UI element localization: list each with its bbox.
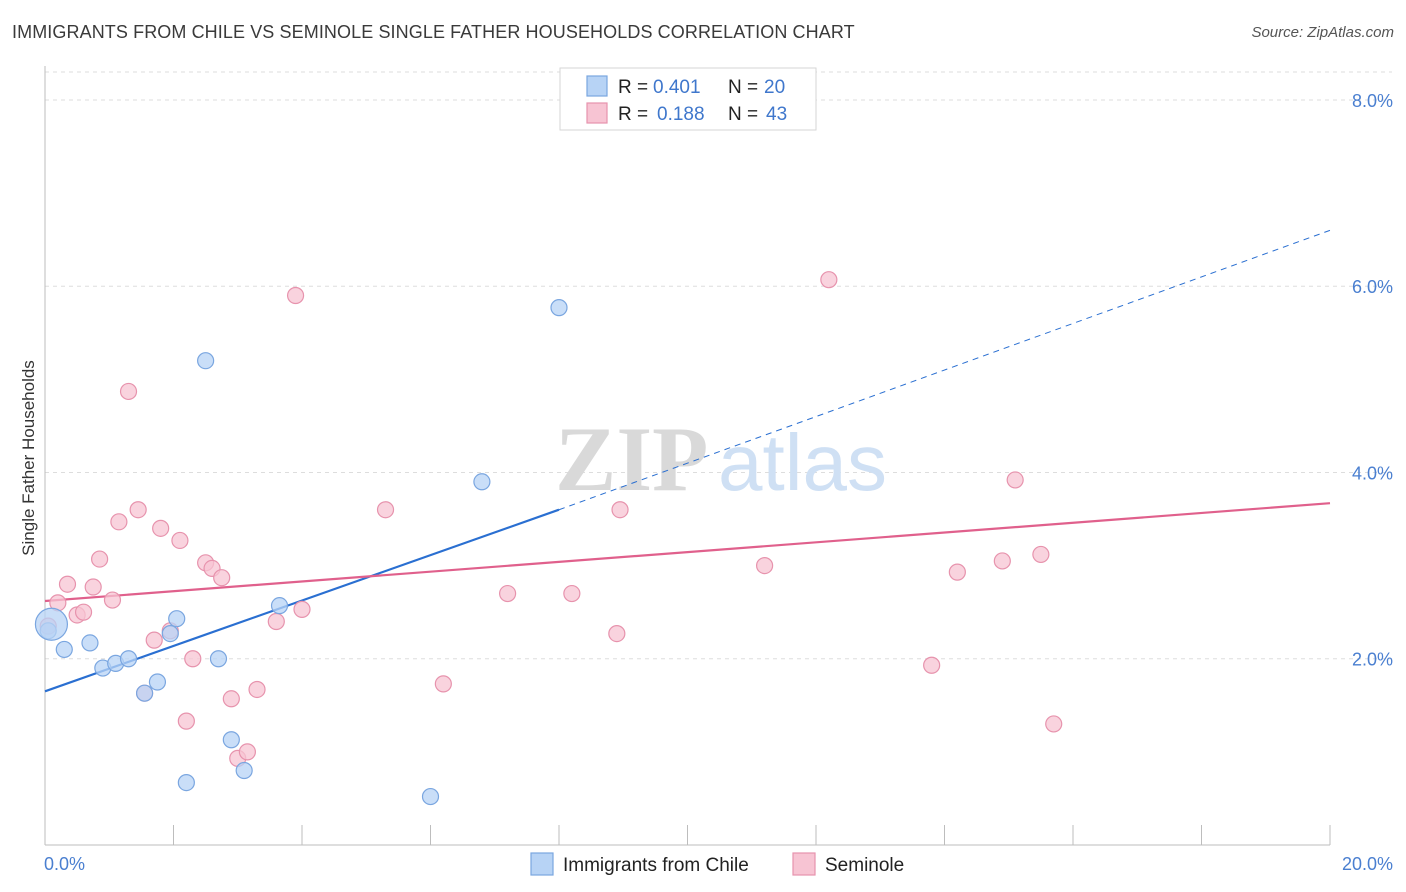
point-chile: [81, 634, 99, 652]
point-chile: [161, 624, 179, 643]
point-seminole: [74, 603, 93, 621]
y-tick-label: 8.0%: [1352, 91, 1393, 111]
point-seminole: [84, 578, 102, 596]
legend-r-label-2: R =: [618, 104, 648, 125]
point-seminole: [293, 600, 311, 618]
point-chile: [119, 650, 138, 668]
point-seminole: [222, 690, 240, 708]
bottom-legend-swatch-seminole: [792, 852, 816, 876]
point-seminole: [152, 519, 170, 537]
point-seminole: [1006, 471, 1024, 489]
point-chile: [550, 299, 568, 317]
point-seminole: [611, 501, 629, 519]
point-chile: [177, 774, 195, 792]
point-seminole: [58, 575, 77, 593]
point-seminole: [755, 557, 774, 575]
points-layer: [34, 100, 1063, 806]
point-seminole: [267, 612, 285, 631]
point-seminole: [238, 743, 256, 761]
point-seminole: [608, 624, 626, 643]
chart-title: IMMIGRANTS FROM CHILE VS SEMINOLE SINGLE…: [12, 22, 855, 42]
point-seminole: [923, 656, 941, 674]
watermark: ZIP atlas: [555, 408, 887, 510]
stats-legend: R = 0.401 N = 20 R = 0.188 N = 43: [559, 67, 817, 131]
point-seminole: [563, 584, 581, 603]
point-chile: [55, 640, 73, 659]
point-seminole: [184, 650, 202, 668]
x-tick-label: 20.0%: [1342, 854, 1393, 874]
point-seminole: [110, 513, 128, 531]
y-tick-label: 4.0%: [1352, 463, 1393, 483]
point-chile: [222, 731, 240, 749]
legend-n-label-1: N =: [728, 77, 758, 98]
point-chile: [209, 650, 228, 668]
point-seminole: [119, 382, 138, 401]
point-chile: [421, 787, 440, 806]
point-chile: [197, 352, 215, 370]
point-seminole: [145, 631, 163, 649]
point-seminole: [171, 531, 189, 550]
point-seminole: [177, 712, 195, 730]
y-tick-label: 2.0%: [1352, 650, 1393, 670]
bottom-legend: Immigrants from Chile Seminole: [530, 852, 904, 876]
trend-line-chile-projection: [558, 229, 1331, 511]
bottom-legend-label-seminole: Seminole: [825, 855, 904, 876]
legend-n-label-2: N =: [728, 104, 758, 125]
y-tick-label: 6.0%: [1352, 277, 1393, 297]
legend-swatch-seminole: [586, 102, 608, 124]
point-seminole: [948, 563, 966, 581]
point-seminole: [248, 680, 266, 699]
point-chile: [34, 607, 69, 641]
point-seminole: [1045, 715, 1063, 733]
point-chile: [235, 761, 253, 780]
axis-layer: 2.0% 4.0% 6.0% 8.0% 0.0% 20.0%: [44, 66, 1393, 874]
point-seminole: [103, 591, 122, 609]
watermark-atlas: atlas: [718, 418, 887, 507]
bottom-legend-swatch-chile: [530, 852, 554, 876]
point-seminole: [499, 584, 517, 603]
y-axis-label: Single Father Households: [19, 360, 38, 556]
point-seminole: [91, 550, 109, 568]
legend-r-label-1: R =: [618, 77, 648, 98]
chart-source: Source: ZipAtlas.com: [1251, 24, 1394, 41]
legend-n-value-2: 43: [766, 104, 787, 125]
point-chile: [135, 684, 154, 702]
legend-swatch-chile: [586, 75, 608, 97]
trend-line-seminole: [44, 502, 1331, 603]
point-chile: [270, 597, 289, 615]
bottom-legend-label-chile: Immigrants from Chile: [563, 855, 749, 876]
x-tick-label: 0.0%: [44, 854, 85, 874]
legend-r-value-1: 0.401: [653, 77, 701, 98]
legend-r-value-2: 0.188: [657, 104, 705, 125]
point-seminole: [129, 501, 147, 519]
point-chile: [168, 610, 186, 628]
point-chile: [473, 473, 491, 491]
grid-layer: [45, 71, 1392, 660]
point-seminole: [993, 552, 1011, 570]
point-seminole: [213, 569, 231, 587]
point-seminole: [286, 286, 305, 305]
point-seminole: [376, 501, 395, 519]
watermark-zip: ZIP: [555, 408, 708, 510]
point-seminole: [820, 271, 838, 289]
point-seminole: [434, 675, 452, 693]
point-seminole: [1032, 545, 1050, 564]
point-chile: [148, 673, 167, 691]
legend-n-value-1: 20: [764, 77, 785, 98]
